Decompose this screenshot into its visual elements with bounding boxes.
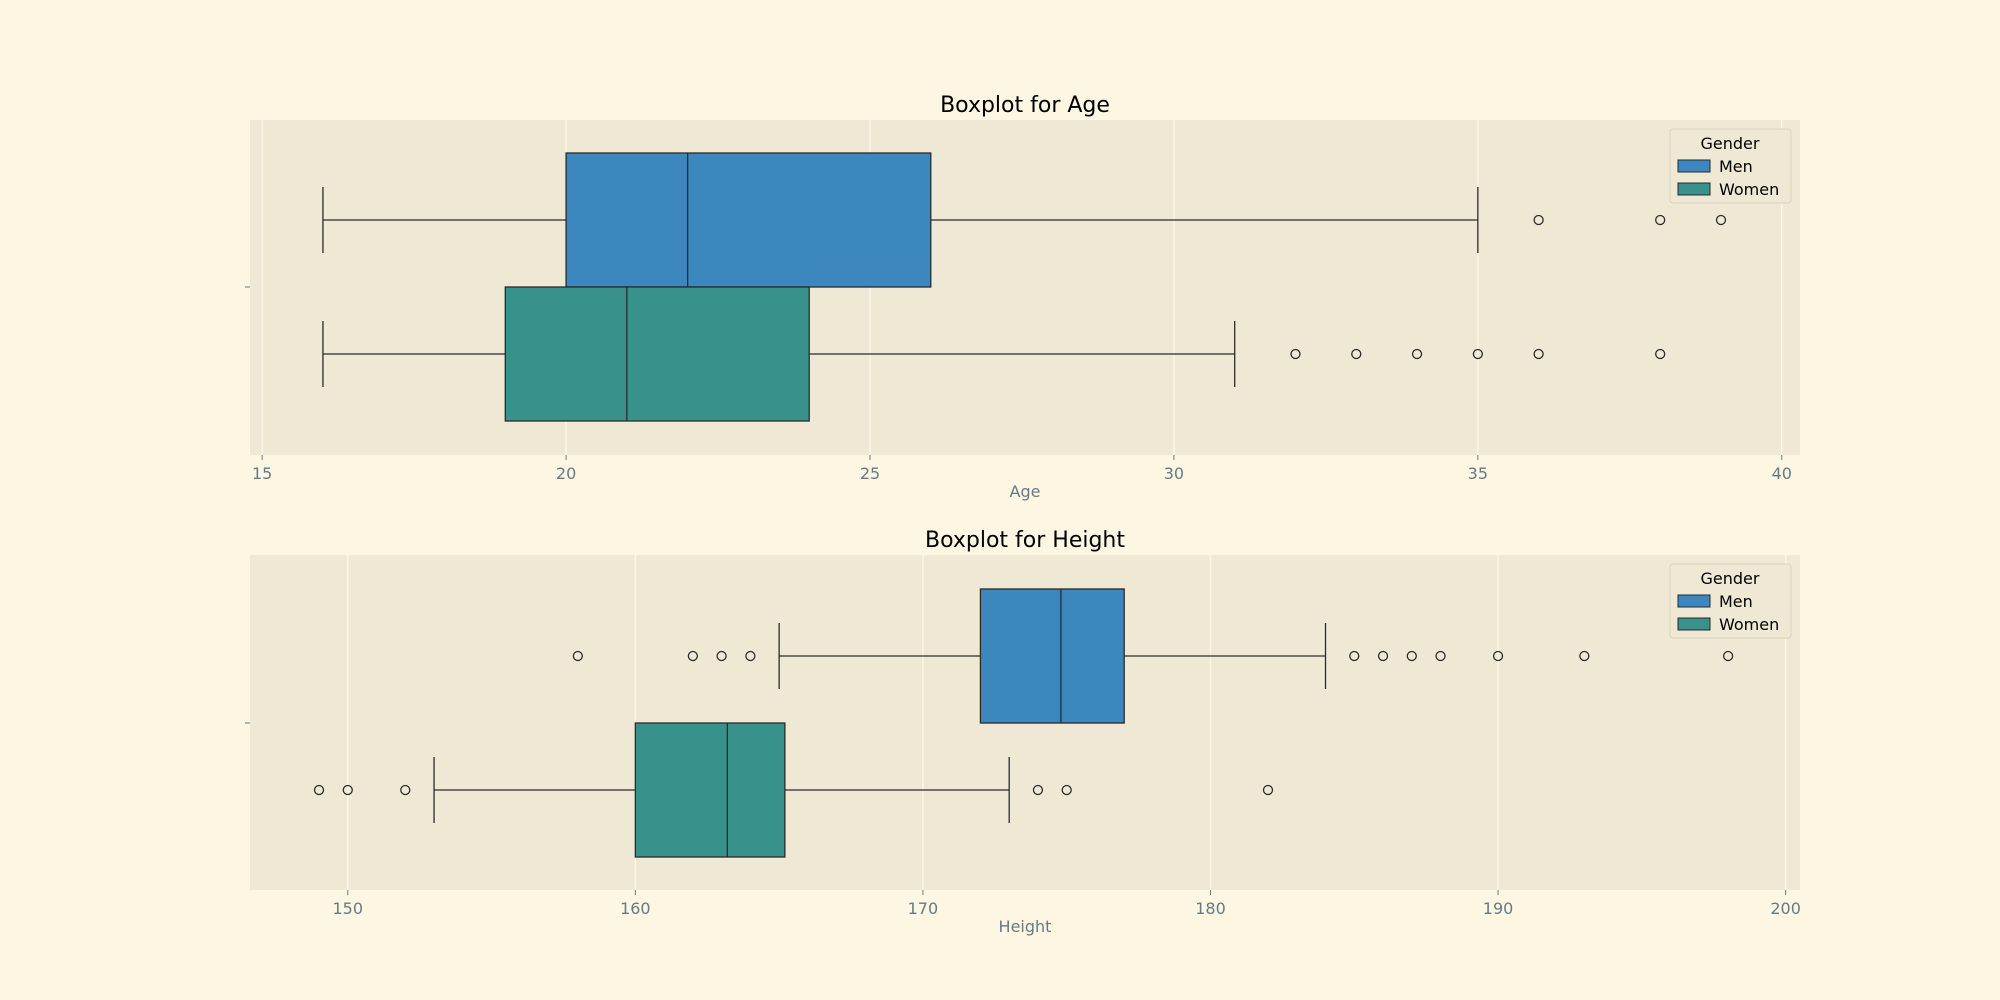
outlier-point bbox=[1032, 784, 1044, 796]
chart-1-title: Boxplot for Height bbox=[925, 528, 1125, 553]
outlier-point bbox=[1262, 784, 1274, 796]
outlier-point bbox=[1533, 214, 1544, 226]
chart-0-xlabel: Age bbox=[1010, 482, 1041, 501]
outlier-point bbox=[1715, 214, 1727, 226]
chart-1-series-men bbox=[572, 588, 1734, 724]
legend-title: Gender bbox=[1701, 134, 1760, 153]
outlier-point bbox=[716, 650, 727, 662]
chart-1-xlabel: Height bbox=[999, 917, 1052, 936]
outlier-point bbox=[1349, 650, 1360, 662]
outlier-point bbox=[1351, 348, 1362, 360]
chart-1-legend: Gender Men Women bbox=[1669, 563, 1792, 639]
chart-0-tick-label-15: 15 bbox=[252, 464, 272, 483]
chart-1-tick-label-190: 190 bbox=[1483, 899, 1514, 918]
outlier-point bbox=[313, 784, 325, 796]
outlier-point bbox=[1655, 214, 1666, 226]
outlier-point bbox=[1722, 650, 1734, 662]
legend-swatch-men bbox=[1677, 159, 1711, 173]
chart-panels: 15 20 25 30 35 40 Boxplot for Age Age Gender Men W… bbox=[245, 93, 1801, 936]
outlier-point bbox=[400, 784, 411, 796]
chart-0-plot-area bbox=[250, 120, 1800, 455]
outlier-point bbox=[1472, 348, 1483, 360]
outlier-point bbox=[745, 650, 756, 662]
outlier-point bbox=[687, 650, 699, 662]
outlier-point bbox=[1533, 348, 1544, 360]
chart-1-tick-label-180: 180 bbox=[1195, 899, 1226, 918]
legend-label-women: Women bbox=[1719, 615, 1779, 634]
chart-1-tick-label-200: 200 bbox=[1770, 899, 1801, 918]
outlier-point bbox=[1579, 650, 1590, 662]
chart-1-tick-label-170: 170 bbox=[908, 899, 939, 918]
outlier-point bbox=[1061, 784, 1072, 796]
legend-swatch-men bbox=[1677, 594, 1711, 608]
legend-label-men: Men bbox=[1719, 157, 1753, 176]
chart-0-series-men bbox=[322, 152, 1727, 288]
legend-title: Gender bbox=[1701, 569, 1760, 588]
chart-0-tick-label-40: 40 bbox=[1772, 464, 1792, 483]
chart-1-tick-label-150: 150 bbox=[333, 899, 364, 918]
outlier-point bbox=[1655, 348, 1666, 360]
box-iqr bbox=[504, 286, 810, 422]
chart-1-series-women bbox=[313, 722, 1274, 858]
legend-swatch-women bbox=[1677, 182, 1711, 196]
chart-0-panel: 15 20 25 30 35 40 Boxplot for Age Age Gender Men W… bbox=[245, 93, 1800, 501]
chart-0-series-women bbox=[322, 286, 1666, 422]
outlier-point bbox=[572, 650, 583, 662]
outlier-point bbox=[1411, 348, 1423, 360]
chart-1-tick-label-160: 160 bbox=[620, 899, 651, 918]
chart-0-tick-label-35: 35 bbox=[1468, 464, 1488, 483]
outlier-point bbox=[1435, 650, 1446, 662]
chart-0-legend: Gender Men Women bbox=[1669, 128, 1792, 204]
chart-0-tick-label-20: 20 bbox=[556, 464, 576, 483]
legend-label-women: Women bbox=[1719, 180, 1779, 199]
chart-1-panel: 150 160 170 180 190 200 Boxplot for Height Heig… bbox=[245, 528, 1801, 936]
chart-0-tick-label-25: 25 bbox=[860, 464, 880, 483]
box-iqr bbox=[634, 722, 786, 858]
chart-0-title: Boxplot for Age bbox=[940, 93, 1110, 118]
outlier-point bbox=[1406, 650, 1417, 662]
box-iqr bbox=[979, 588, 1125, 724]
outlier-point bbox=[342, 784, 353, 796]
outlier-point bbox=[1290, 348, 1301, 360]
chart-0-tick-label-30: 30 bbox=[1164, 464, 1184, 483]
legend-label-men: Men bbox=[1719, 592, 1753, 611]
legend-swatch-women bbox=[1677, 617, 1711, 631]
box-iqr bbox=[565, 152, 932, 288]
outlier-point bbox=[1377, 650, 1389, 662]
outlier-point bbox=[1492, 650, 1504, 662]
